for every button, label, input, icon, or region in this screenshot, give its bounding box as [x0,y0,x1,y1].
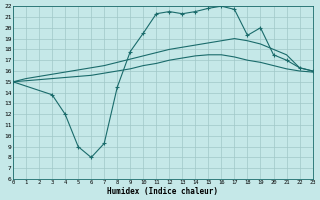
X-axis label: Humidex (Indice chaleur): Humidex (Indice chaleur) [107,187,218,196]
